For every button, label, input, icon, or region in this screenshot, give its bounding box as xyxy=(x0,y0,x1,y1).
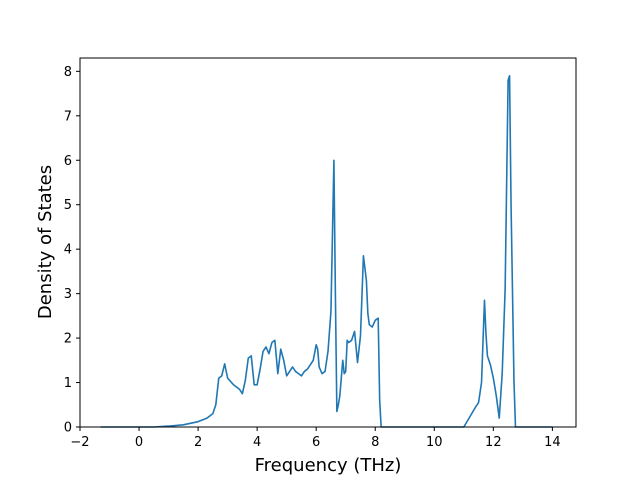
y-tick-label: 3 xyxy=(64,287,72,302)
y-tick-label: 7 xyxy=(64,109,72,124)
y-tick-label: 5 xyxy=(64,198,72,213)
y-tick-label: 0 xyxy=(64,421,72,436)
x-tick-label: −2 xyxy=(70,435,89,450)
x-tick-label: 14 xyxy=(544,435,561,450)
axes-frame xyxy=(79,57,577,428)
y-tick-label: 6 xyxy=(64,154,72,169)
y-tick-label: 2 xyxy=(64,332,72,347)
x-tick-label: 8 xyxy=(371,435,379,450)
y-tick-label: 1 xyxy=(64,376,72,391)
x-tick-label: 10 xyxy=(426,435,443,450)
x-tick-label: 0 xyxy=(135,435,143,450)
plot-area xyxy=(100,74,553,428)
x-tick-label: 12 xyxy=(485,435,502,450)
y-axis-label: Density of States xyxy=(35,165,56,319)
x-axis: −2 0 2 4 6 8 10 12 14 xyxy=(70,427,561,450)
y-tick-label: 8 xyxy=(64,65,72,80)
x-axis-label: Frequency (THz) xyxy=(255,455,402,476)
x-tick-label: 6 xyxy=(312,435,320,450)
series-line xyxy=(100,74,553,428)
x-tick-label: 4 xyxy=(253,435,261,450)
y-axis: 0 1 2 3 4 5 6 7 8 xyxy=(64,65,80,436)
y-tick-label: 4 xyxy=(64,243,72,258)
x-tick-label: 2 xyxy=(194,435,202,450)
